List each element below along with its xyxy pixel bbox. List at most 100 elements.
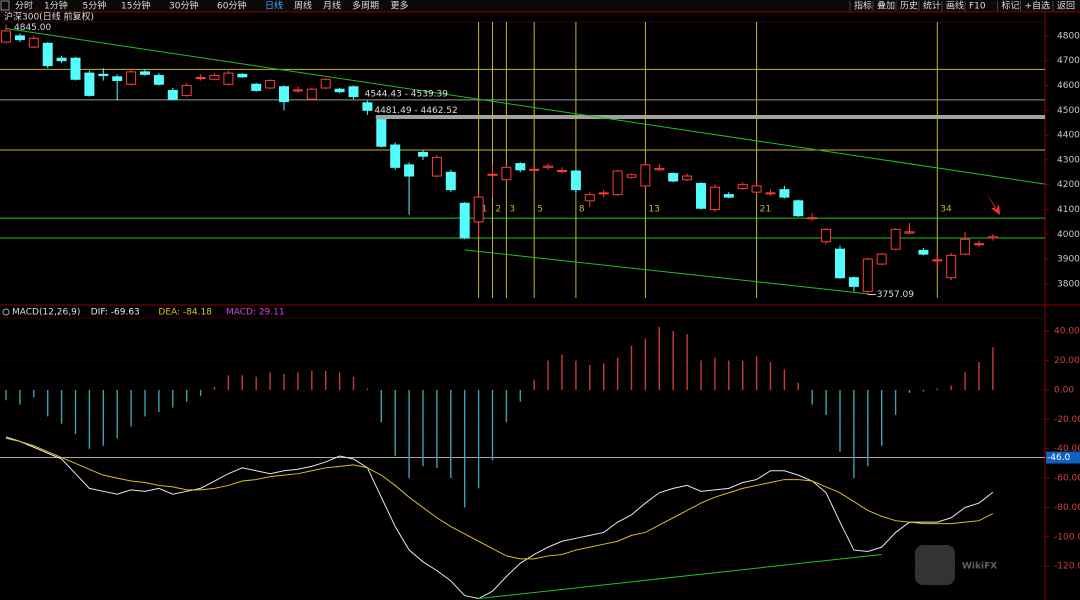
watermark: WikiFX	[962, 562, 997, 572]
candle-body	[265, 80, 276, 89]
candle-body	[390, 144, 401, 168]
y-tick-label: 4100	[1057, 205, 1080, 215]
candle-body	[654, 168, 665, 171]
period-button[interactable]: 月线	[323, 0, 341, 12]
candle-body	[557, 170, 567, 173]
candle-body	[1, 30, 11, 43]
candle-body	[84, 72, 95, 96]
trend-line	[5, 27, 1045, 185]
candle-body	[946, 254, 957, 279]
y-tick-label: -20.00	[1054, 415, 1080, 425]
crosshair-box	[1046, 451, 1080, 464]
tool-button[interactable]: 返回	[1057, 0, 1075, 12]
fib-label: 3	[509, 205, 515, 215]
period-button[interactable]: 分时	[15, 0, 33, 12]
toolbar	[0, 0, 1080, 12]
candle-body	[515, 163, 526, 171]
dif-line	[5, 436, 994, 600]
candle-body	[376, 119, 387, 147]
candle-body	[904, 231, 915, 234]
period-button[interactable]: 60分钟	[217, 0, 246, 12]
candle-body	[876, 253, 887, 265]
tool-button[interactable]: 指标	[854, 0, 872, 12]
period-button[interactable]: 多周期	[352, 0, 379, 12]
candle-body	[473, 196, 484, 223]
candle-body	[153, 75, 164, 85]
y-tick-label: 4300	[1057, 155, 1080, 165]
candle-body	[56, 57, 67, 62]
candle-body	[848, 277, 859, 287]
tool-button[interactable]: 标记	[1002, 0, 1020, 12]
candle-body	[696, 182, 706, 209]
tool-button[interactable]: 叠加	[877, 1, 895, 12]
y-tick-label: -60.00	[1054, 474, 1080, 484]
period-button[interactable]: 更多	[391, 0, 409, 12]
fib-label: 13	[648, 205, 659, 215]
high-annotation: 4845.00	[14, 23, 51, 33]
gap-label: 4544.43 - 4539.39	[365, 90, 449, 100]
y-tick-label: -120.00	[1054, 562, 1080, 572]
candle-body	[807, 217, 818, 220]
candle-body	[584, 194, 595, 202]
candle-body	[723, 194, 734, 198]
y-tick-label: 40.00	[1054, 327, 1080, 337]
period-button[interactable]: 1分钟	[44, 0, 68, 12]
candle-body	[306, 88, 317, 100]
candle-body	[209, 75, 220, 80]
tool-button[interactable]: 历史	[900, 0, 918, 12]
candle-body	[279, 86, 289, 103]
candle-body	[140, 71, 150, 75]
period-button[interactable]: 30分钟	[169, 0, 198, 12]
candle-body	[737, 184, 748, 189]
candle-body	[501, 166, 512, 181]
period-button[interactable]: 周线	[294, 0, 312, 12]
y-tick-label: 3800	[1057, 279, 1080, 289]
trend-line	[478, 553, 882, 600]
y-tick-label: 4400	[1057, 131, 1080, 141]
candle-body	[793, 200, 804, 217]
legend-entry: DEA: -84.18	[158, 308, 212, 318]
candle-body	[14, 35, 25, 41]
period-button[interactable]: 5分钟	[83, 0, 107, 12]
candle-body	[292, 89, 303, 92]
candle-body	[529, 168, 540, 171]
candle-body	[835, 248, 845, 279]
y-tick-label: 4200	[1057, 180, 1080, 190]
fib-label: 21	[760, 205, 771, 215]
y-tick-label: -100.00	[1054, 532, 1080, 542]
tool-button[interactable]: +自选	[1025, 0, 1051, 12]
candle-body	[626, 174, 637, 178]
candle-body	[167, 89, 178, 100]
candle-body	[404, 164, 415, 177]
period-button[interactable]: 日线	[265, 0, 283, 12]
candle-body	[431, 156, 442, 177]
chart-title: 沪深300(日线 前复权)	[4, 11, 94, 23]
menu-icon[interactable]	[0, 0, 10, 11]
y-tick-label: 4600	[1057, 81, 1080, 91]
candle-body	[98, 73, 109, 77]
tool-button[interactable]: 统计	[923, 0, 941, 12]
candle-body	[348, 86, 359, 98]
low-annotation: 3757.09	[877, 290, 914, 300]
y-tick-label: 3900	[1057, 255, 1080, 265]
dea-line	[5, 437, 994, 560]
candle-body	[974, 243, 984, 246]
trend-line	[464, 249, 868, 295]
candle-body	[445, 171, 456, 191]
y-tick-label: 20.00	[1054, 356, 1080, 366]
legend-entry: DIF: -69.63	[91, 308, 140, 318]
candle-body	[960, 238, 971, 255]
legend-entry: MACD: 29.11	[226, 308, 285, 318]
candle-body	[487, 173, 498, 176]
candle-body	[362, 102, 373, 111]
fib-label: 2	[496, 205, 502, 215]
period-button[interactable]: 15分钟	[121, 0, 150, 12]
tool-button[interactable]: F10	[969, 2, 986, 12]
tool-button[interactable]: 画线	[946, 0, 964, 12]
candle-body	[709, 186, 720, 210]
candle-body	[918, 249, 929, 255]
candle-body	[112, 76, 123, 82]
y-tick-label: 0.00	[1054, 385, 1074, 395]
